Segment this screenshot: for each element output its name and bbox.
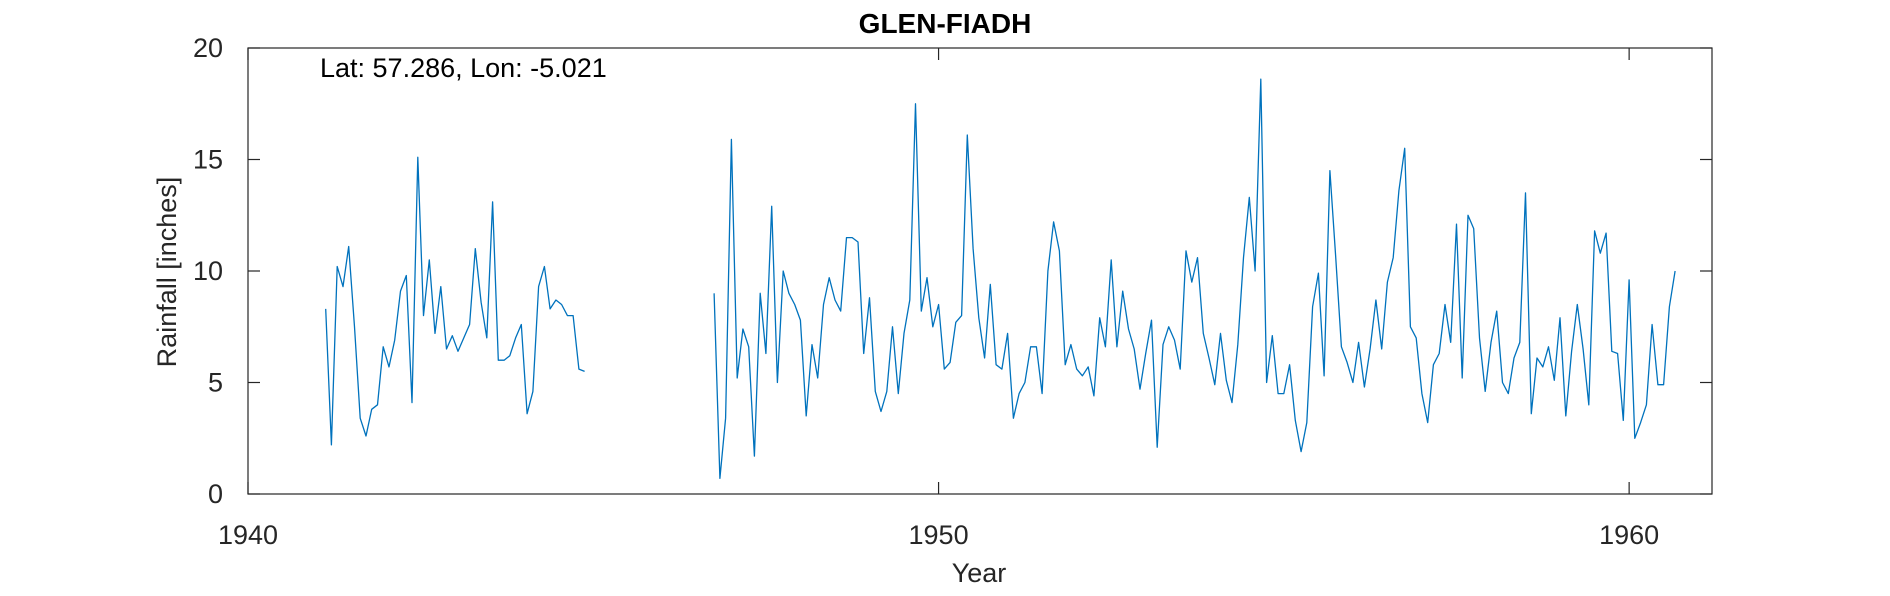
rainfall-series-line — [713, 78, 1676, 480]
y-axis-label: Rainfall [inches] — [152, 177, 182, 368]
y-tick-label: 5 — [208, 368, 223, 398]
y-tick-label: 10 — [193, 256, 223, 286]
y-tick-label: 0 — [208, 479, 223, 509]
y-tick-label: 20 — [193, 33, 223, 63]
location-annotation: Lat: 57.286, Lon: -5.021 — [320, 53, 607, 83]
chart-title: GLEN-FIADH — [859, 8, 1032, 39]
y-tick-label: 15 — [193, 145, 223, 175]
plot-frame — [247, 47, 1713, 495]
x-axis-label: Year — [952, 558, 1007, 588]
x-tick-label: 1940 — [218, 520, 278, 550]
x-tick-label: 1950 — [909, 520, 969, 550]
x-tick-label: 1960 — [1599, 520, 1659, 550]
rainfall-series-line — [325, 156, 585, 446]
